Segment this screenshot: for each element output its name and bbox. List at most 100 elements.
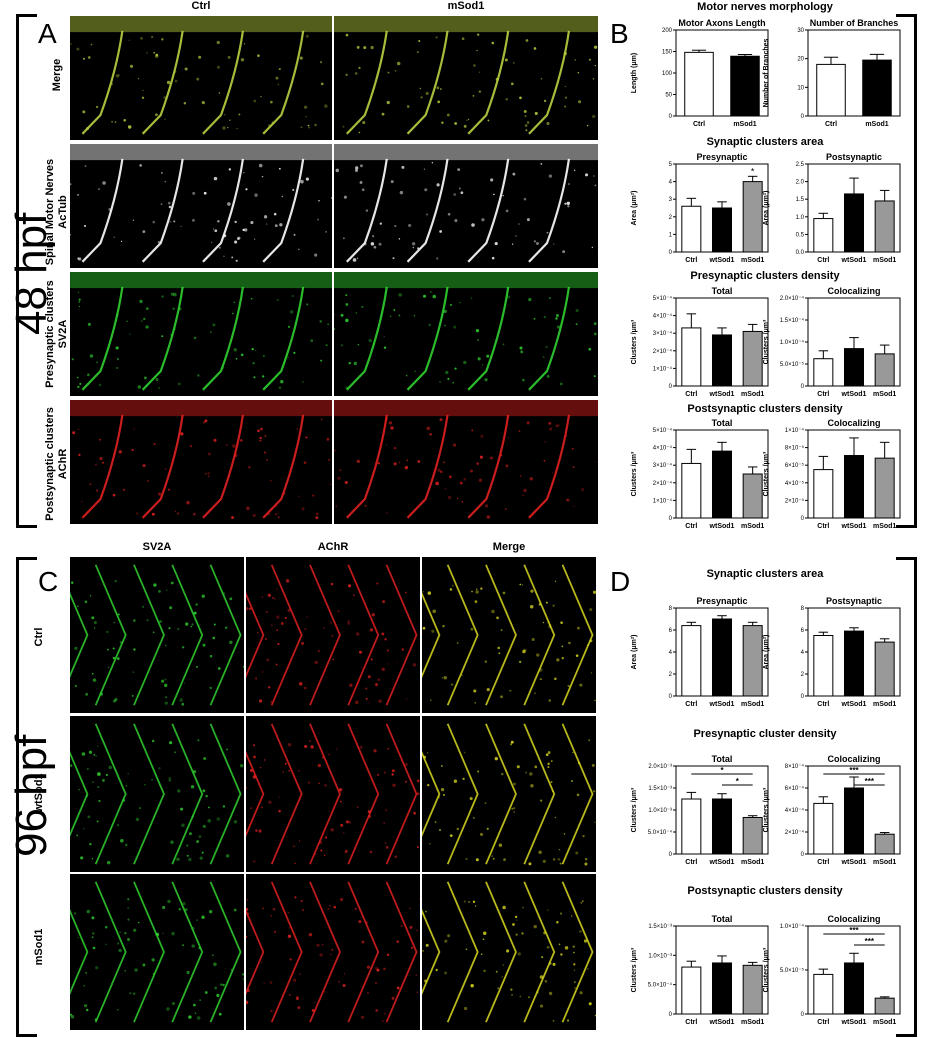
row-label-sv2a: Presynaptic clusters SV2A (44, 274, 72, 394)
bar-B3-2 (742, 181, 763, 253)
y-axis-label-B5: Clusters /μm³ (631, 319, 638, 364)
micrograph-a-ctrl-2 (70, 272, 332, 396)
y-tick-label-D5-2: 1.0×10⁻³ (648, 953, 672, 959)
y-tick-label-B4-4: 2.0 (796, 180, 805, 186)
y-tick-label-B2-0: 0 (801, 114, 805, 120)
x-tick-label-D5-1: wtSod1 (709, 1019, 735, 1026)
y-tick-label-B6-0: 0 (801, 384, 805, 390)
row-label-actub-text: Spinal Motor Nerves AcTub (44, 158, 69, 266)
y-tick-label-D2-2: 4 (801, 650, 805, 656)
y-tick-label-B8-5: 1×10⁻⁴ (785, 427, 805, 434)
y-tick-label-B3-0: 0 (669, 250, 673, 256)
y-tick-label-D3-0: 0 (669, 852, 673, 858)
chart-title-B5: Total (712, 286, 733, 296)
y-axis-label-D1: Area (μm²) (631, 634, 638, 669)
row-label-actub: Spinal Motor Nerves AcTub (44, 152, 72, 272)
y-axis-label-D6: Clusters /μm³ (763, 947, 770, 992)
y-tick-label-B4-5: 2.5 (796, 162, 805, 168)
micrograph-a-ctrl-3 (70, 400, 332, 524)
y-tick-label-B2-3: 30 (797, 28, 804, 34)
bar-D6-1 (843, 962, 865, 1015)
bar-D6-0 (813, 973, 834, 1015)
x-tick-label-D3-2: mSod1 (741, 859, 764, 866)
y-tick-label-B6-3: 1.5×10⁻⁴ (780, 317, 805, 324)
chart-title-D2: Postsynaptic (826, 596, 882, 606)
x-tick-label-D1-1: wtSod1 (709, 701, 735, 708)
y-tick-label-D4-1: 2×10⁻⁴ (785, 829, 805, 836)
y-tick-label-B6-4: 2.0×10⁻⁴ (780, 295, 805, 302)
bar-D3-0 (681, 798, 702, 855)
micrograph-c-1-1 (246, 716, 420, 872)
chart-B8: Colocalizing 0 2×10⁻⁵ 4×10⁻⁵ 6×10⁻⁵ 8×10⁻⁵ 1×1… (763, 418, 901, 530)
sig-mark-D6-0: *** (849, 926, 859, 935)
sig-mark-D6-1: *** (865, 937, 875, 946)
chart-D5: Total 0 5.0×10⁻⁴ 1.0×10⁻³ 1.5×10⁻³ Clusters /… (631, 914, 769, 1026)
y-tick-label-B1-3: 150 (662, 50, 673, 56)
chart-B2: Number of Branches 0 10 20 30 Number of Branc… (763, 18, 901, 128)
row-label-merge: Merge (51, 58, 63, 92)
y-tick-label-D1-3: 6 (669, 628, 673, 634)
y-tick-label-D3-4: 2.0×10⁻³ (648, 764, 672, 770)
y-tick-label-B1-0: 0 (669, 114, 673, 120)
bracket-48hpf-right (896, 14, 917, 528)
x-tick-label-D2-2: mSod1 (873, 701, 896, 708)
y-tick-label-B8-4: 8×10⁻⁵ (785, 445, 805, 452)
x-tick-label-B5-1: wtSod1 (709, 391, 735, 398)
x-tick-label-B6-1: wtSod1 (841, 391, 867, 398)
y-tick-label-D2-0: 0 (801, 694, 805, 700)
sig-mark-D3-1: * (736, 777, 740, 786)
y-tick-label-B5-2: 2×10⁻⁴ (653, 348, 673, 355)
x-tick-label-B3-1: wtSod1 (709, 257, 735, 264)
y-tick-label-D2-4: 8 (801, 606, 805, 612)
y-tick-label-B5-3: 3×10⁻⁴ (653, 330, 673, 337)
chart-B5: Total 0 1×10⁻⁴ 2×10⁻⁴ 3×10⁻⁴ 4×10⁻⁴ 5×10⁻⁴ Clus… (631, 286, 769, 398)
y-axis-label-B2: Number of Branches (763, 38, 770, 107)
x-tick-label-D6-0: Ctrl (817, 1019, 829, 1026)
micrograph-a-msod1-1 (334, 144, 598, 268)
chart-title-B2: Number of Branches (810, 18, 899, 28)
chart-D2: Postsynaptic 0 2 4 6 8 Area (μm²) Ctrl wtSod1 mSo… (763, 596, 901, 708)
bar-B3-0 (681, 205, 702, 253)
section-title-b-post-density: Postsynaptic clusters density (687, 403, 843, 415)
row-label-sv2a-text: Presynaptic clusters SV2A (44, 280, 69, 388)
section-title-b-morphology: Motor nerves morphology (697, 1, 833, 13)
bar-B4-2 (874, 200, 895, 253)
chart-title-B3: Presynaptic (696, 152, 747, 162)
x-tick-label-B2-1: mSod1 (865, 121, 888, 128)
y-tick-label-B3-2: 2 (669, 215, 673, 221)
x-tick-label-B4-2: mSod1 (873, 257, 896, 264)
section-title-b-area: Synaptic clusters area (706, 136, 824, 148)
y-axis-label-B8: Clusters /μm³ (763, 451, 770, 496)
x-tick-label-D3-1: wtSod1 (709, 859, 735, 866)
section-title-d-pre-density: Presynaptic cluster density (693, 728, 837, 740)
y-tick-label-B3-1: 1 (669, 232, 673, 238)
y-tick-label-D1-0: 0 (669, 694, 673, 700)
x-tick-label-B8-1: wtSod1 (841, 523, 867, 530)
micrograph-c-0-2 (422, 557, 596, 713)
x-tick-label-B8-2: mSod1 (873, 523, 896, 530)
y-tick-label-B3-3: 3 (669, 197, 673, 203)
y-tick-label-D5-0: 0 (669, 1012, 673, 1018)
chart-title-B6: Colocalizing (827, 286, 880, 296)
y-tick-label-B5-4: 4×10⁻⁴ (653, 313, 673, 320)
bar-D3-1 (711, 798, 733, 855)
x-tick-label-B8-0: Ctrl (817, 523, 829, 530)
chart-D6: Colocalizing 0 5.0×10⁻⁵ 1.0×10⁻⁴ Clusters /μ… (763, 914, 901, 1026)
y-tick-label-D3-2: 1.0×10⁻³ (648, 808, 672, 814)
y-tick-label-D5-3: 1.5×10⁻³ (648, 924, 672, 930)
y-tick-label-D3-1: 5.0×10⁻⁴ (648, 829, 673, 836)
x-tick-label-D1-0: Ctrl (685, 701, 697, 708)
y-tick-label-B5-0: 0 (669, 384, 673, 390)
section-title-d-area: Synaptic clusters area (706, 568, 824, 580)
chart-title-D6: Colocalizing (827, 914, 880, 924)
y-axis-label-D5: Clusters /μm³ (631, 947, 638, 992)
col-header-merge: Merge (492, 541, 526, 553)
y-tick-label-B7-1: 1×10⁻⁴ (653, 497, 673, 504)
x-tick-label-B5-2: mSod1 (741, 391, 764, 398)
x-tick-label-B3-2: mSod1 (741, 257, 764, 264)
y-tick-label-B6-2: 1.0×10⁻⁴ (780, 339, 805, 346)
y-tick-label-D4-2: 4×10⁻⁴ (785, 807, 805, 814)
row-label-c-ctrl: Ctrl (33, 627, 45, 647)
chart-title-B1: Motor Axons Length (678, 18, 765, 28)
x-tick-label-D3-0: Ctrl (685, 859, 697, 866)
